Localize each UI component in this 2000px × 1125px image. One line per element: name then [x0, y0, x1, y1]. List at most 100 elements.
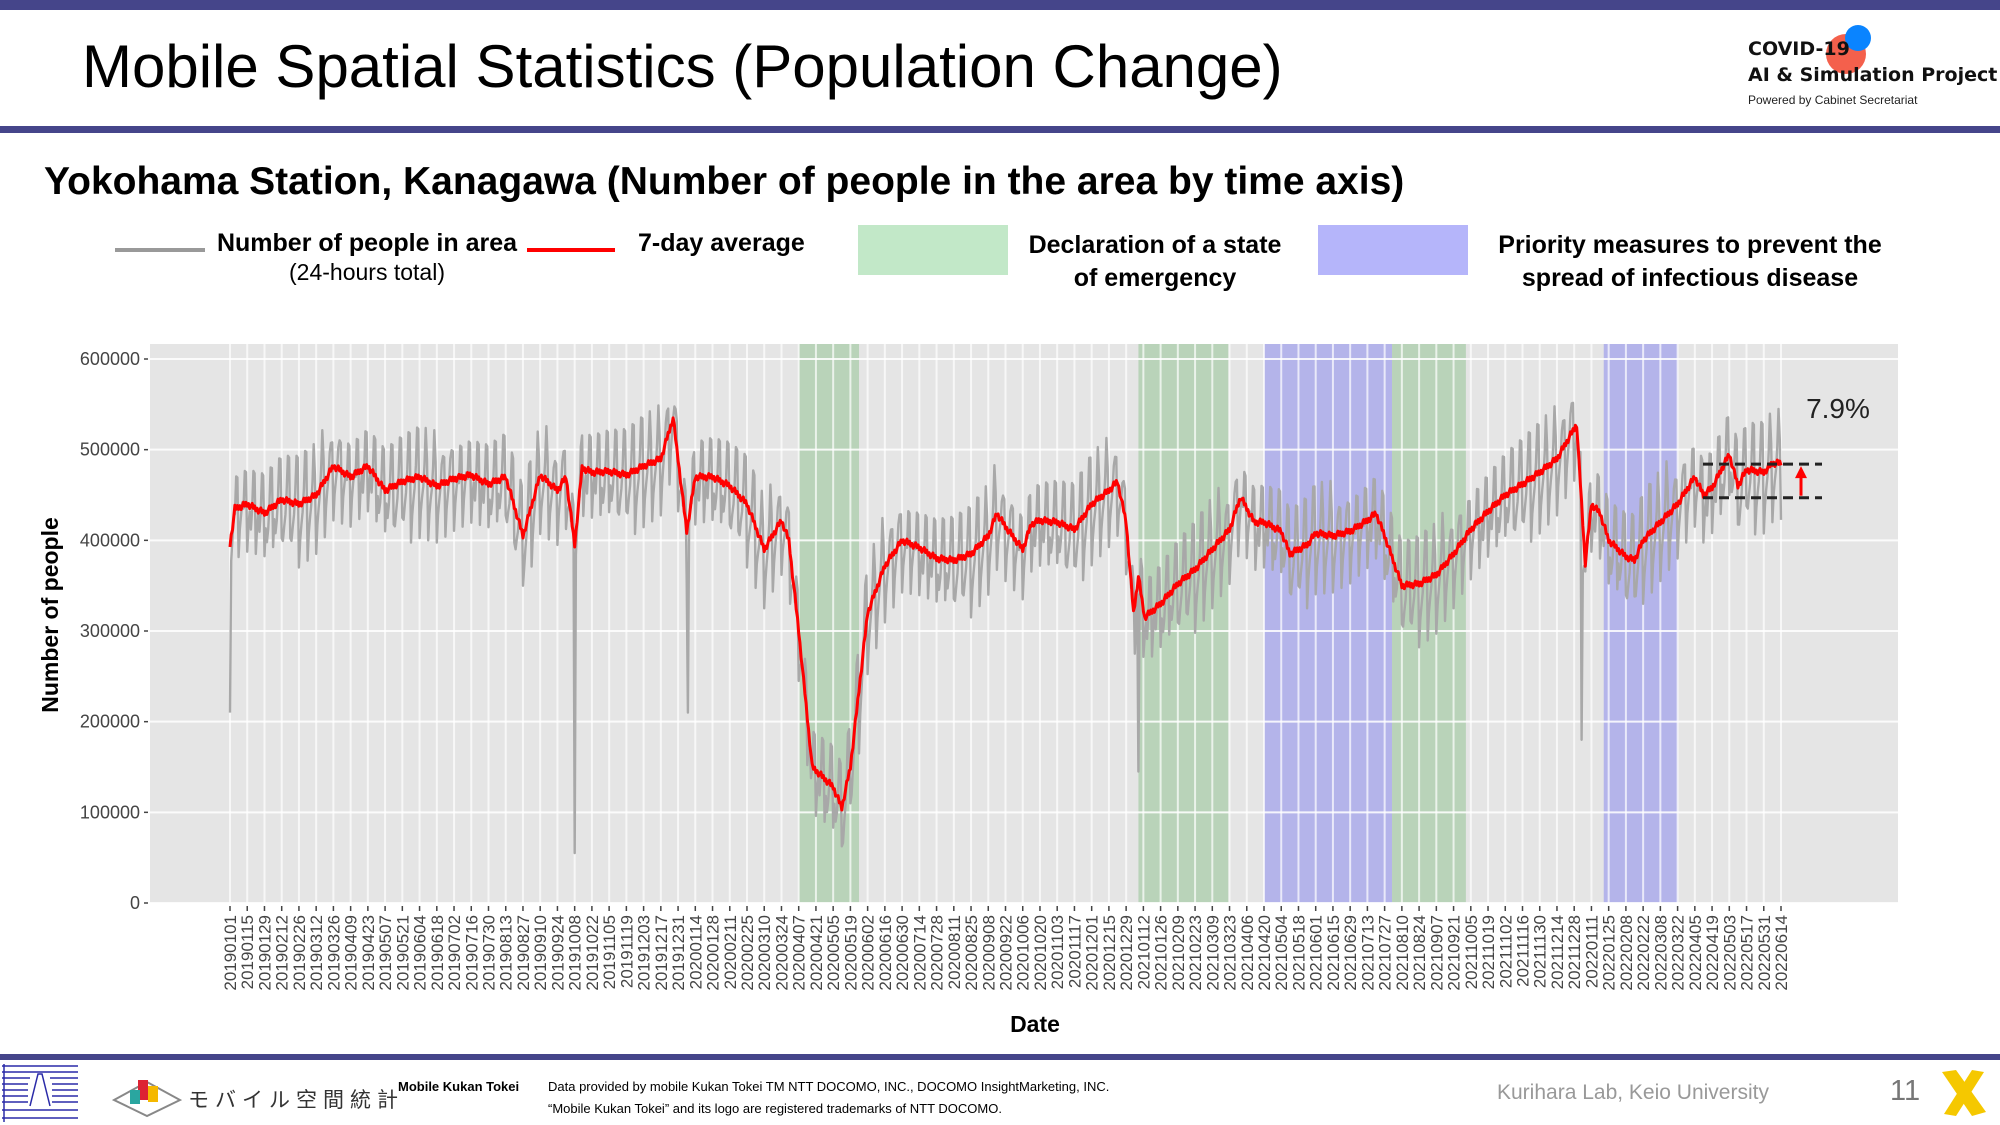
lab-logo-icon [2, 1064, 78, 1122]
legend-emergency-line2: of emergency [1073, 264, 1237, 292]
logo-circles-icon [1826, 25, 1871, 74]
x-tick-label: 20220517 [1738, 915, 1757, 991]
x-tick-label: 20210112 [1134, 915, 1153, 989]
legend-emergency-line1: Declaration of a state [1028, 231, 1282, 259]
x-tick-label: 20190521 [393, 915, 412, 991]
chart-title: Yokohama Station, Kanagawa (Number of pe… [44, 160, 1405, 203]
x-tick-label: 20201103 [1048, 915, 1067, 989]
x-tick-label: 20200728 [928, 915, 947, 991]
x-tick-label: 20211214 [1548, 915, 1567, 989]
x-tick-label: 20210713 [1358, 915, 1377, 991]
y-tick-label: 100000 [80, 802, 140, 822]
x-tick-label: 20190115 [238, 915, 257, 989]
legend-priority: Priority measures to prevent the spread … [1472, 229, 1908, 295]
y-tick-label: 500000 [80, 440, 140, 460]
emergency-period-band [798, 344, 860, 903]
x-tick-label: 20190910 [531, 915, 550, 991]
x-tick-label: 20191203 [635, 915, 654, 991]
legend-raw-sublabel: (24-hours total) [289, 259, 445, 285]
x-tick-label: 20190226 [290, 915, 309, 991]
x-tick-label: 20200505 [824, 915, 843, 991]
x-tick-label: 20220405 [1686, 915, 1705, 991]
x-tick-label: 20201201 [1083, 915, 1102, 991]
x-tick-label: 20200310 [755, 915, 774, 991]
x-tick-label: 20220614 [1772, 915, 1791, 991]
y-tick-label: 200000 [80, 712, 140, 732]
x-tick-label: 20190813 [497, 915, 516, 991]
legend-emergency-swatch [858, 225, 1008, 275]
x-tick-label: 20191217 [652, 915, 671, 991]
x-tick-label: 20191022 [583, 915, 602, 991]
x-tick-label: 20220125 [1600, 915, 1619, 991]
x-tick-label: 20210907 [1427, 915, 1446, 991]
x-tick-label: 20190507 [376, 915, 395, 991]
yellow-x-logo-icon [1942, 1070, 1986, 1116]
x-tick-label: 20211019 [1479, 915, 1498, 989]
x-tick-label: 20200211 [721, 915, 740, 989]
x-tick-label: 20201006 [1014, 915, 1033, 991]
x-tick-label: 20210209 [1169, 915, 1188, 991]
annotation-arrow-up-icon [1795, 466, 1807, 479]
kukan-tokei-logo-icon [112, 1080, 182, 1118]
x-tick-label: 20210126 [1152, 915, 1171, 991]
seven-day-average-line [228, 416, 1783, 812]
logo-line2: AI & Simulation Project [1748, 64, 1998, 86]
x-tick-label: 20201215 [1100, 915, 1119, 991]
x-tick-label: 20210309 [1203, 915, 1222, 991]
x-tick-label: 20190129 [255, 915, 274, 991]
x-tick-label: 20211102 [1496, 915, 1515, 988]
x-tick-label: 20210921 [1445, 915, 1464, 991]
x-tick-label: 20200519 [841, 915, 860, 991]
x-tick-label: 20220503 [1720, 915, 1739, 991]
x-tick-label: 20191008 [566, 915, 585, 991]
x-tick-label: 20211130 [1531, 915, 1550, 988]
x-tick-label: 20210615 [1324, 915, 1343, 991]
page-number: 11 [1890, 1075, 1921, 1107]
x-tick-label: 20200825 [962, 915, 981, 991]
kukan-tokei-logo-text: モバイル空間統計 [188, 1089, 404, 1112]
x-tick-label: 20220308 [1651, 915, 1670, 991]
x-tick-label: 20220419 [1703, 915, 1722, 991]
x-tick-label: 20190618 [428, 915, 447, 991]
x-tick-label: 20190312 [307, 915, 326, 991]
x-tick-label: 20210420 [1255, 915, 1274, 991]
x-tick-label: 20190827 [514, 915, 533, 991]
x-tick-label: 20200602 [859, 915, 878, 991]
x-tick-label: 20210810 [1393, 915, 1412, 991]
x-tick-label: 20210629 [1341, 915, 1360, 991]
x-tick-label: 20210504 [1272, 915, 1291, 991]
x-tick-label: 20200128 [704, 915, 723, 991]
x-tick-label: 20190730 [480, 915, 499, 991]
x-tick-label: 20190212 [273, 915, 292, 991]
x-tick-label: 20210223 [1186, 915, 1205, 991]
x-tick-label: 20200324 [772, 915, 791, 991]
x-tick-label: 20200714 [910, 915, 929, 991]
x-tick-label: 20200630 [893, 915, 912, 991]
x-tick-label: 20210406 [1238, 915, 1257, 991]
legend-priority-line1: Priority measures to prevent the [1498, 231, 1882, 259]
x-tick-label: 20210518 [1289, 915, 1308, 991]
legend-raw-swatch [115, 248, 205, 252]
x-tick-label: 20190604 [411, 915, 430, 991]
x-tick-label: 20191119 [617, 915, 636, 988]
x-tick-label: 20211228 [1565, 915, 1584, 989]
legend-avg-swatch [527, 248, 615, 252]
x-tick-label: 20190716 [462, 915, 481, 991]
x-tick-label: 20191105 [600, 915, 619, 989]
x-tick-label: 20190924 [548, 915, 567, 991]
logo-line1: COVID-19 [1748, 38, 1850, 60]
x-tick-label: 20220322 [1669, 915, 1688, 991]
x-tick-label: 20190326 [324, 915, 343, 991]
logo-line3: Powered by Cabinet Secretariat [1748, 93, 1918, 107]
legend-avg-label: 7-day average [638, 229, 805, 257]
x-tick-label: 20200225 [738, 915, 757, 991]
x-axis-title: Date [1010, 1011, 1060, 1037]
x-tick-label: 20220222 [1634, 915, 1653, 991]
y-tick-label: 400000 [80, 530, 140, 550]
x-tick-label: 20201229 [1117, 915, 1136, 991]
legend-emergency: Declaration of a state of emergency [1010, 229, 1300, 295]
priority-period-band [1264, 344, 1393, 903]
x-tick-label: 20210601 [1307, 915, 1326, 991]
x-tick-label: 20211116 [1514, 915, 1533, 987]
